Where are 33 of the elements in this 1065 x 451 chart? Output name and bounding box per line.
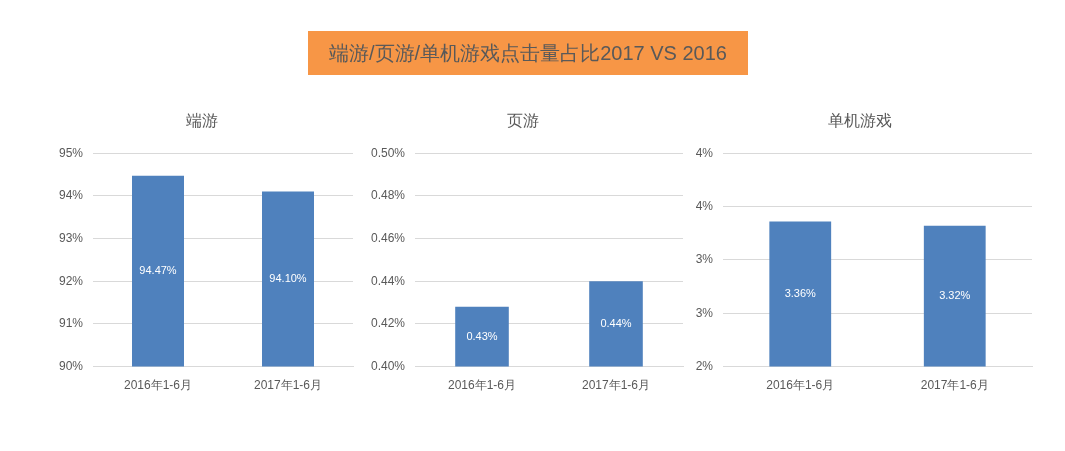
data-label: 3.32% bbox=[939, 289, 971, 302]
x-tick-label: 2016年1-6月 bbox=[766, 378, 835, 393]
y-tick-label: 93% bbox=[58, 230, 84, 245]
x-tick-label: 2017年1-6月 bbox=[253, 378, 323, 393]
data-label: 3.36% bbox=[784, 287, 817, 300]
chart-title: 端游 bbox=[185, 112, 218, 130]
y-tick-label: 95% bbox=[58, 145, 84, 160]
y-tick-label: 3% bbox=[695, 305, 714, 320]
y-tick-label: 0.50% bbox=[370, 145, 406, 160]
x-tick-label: 2017年1-6月 bbox=[920, 378, 989, 393]
chart-title: 页游 bbox=[506, 112, 539, 130]
y-tick-label: 91% bbox=[58, 316, 84, 331]
data-label: 0.43% bbox=[466, 329, 498, 342]
y-tick-label: 4% bbox=[695, 145, 714, 160]
y-tick-label: 0.46% bbox=[370, 230, 406, 245]
x-tick-label: 2016年1-6月 bbox=[123, 378, 193, 393]
y-tick-label: 0.44% bbox=[370, 273, 406, 288]
data-label: 0.44% bbox=[600, 316, 632, 329]
y-tick-label: 4% bbox=[695, 198, 714, 213]
data-label: 94.10% bbox=[269, 272, 307, 285]
y-tick-label: 92% bbox=[58, 273, 84, 288]
y-tick-label: 3% bbox=[695, 252, 714, 267]
y-tick-label: 90% bbox=[58, 358, 84, 373]
y-tick-label: 94% bbox=[58, 188, 84, 203]
x-tick-label: 2016年1-6月 bbox=[447, 378, 517, 393]
x-tick-label: 2017年1-6月 bbox=[581, 378, 651, 393]
y-tick-label: 0.40% bbox=[370, 358, 406, 373]
text: 端游/页游/单机游戏点击量占比2017 VS 2016 bbox=[308, 31, 748, 75]
data-label: 94.47% bbox=[139, 264, 177, 277]
chart-title: 单机游戏 bbox=[828, 112, 892, 130]
y-tick-label: 2% bbox=[695, 358, 714, 373]
y-tick-label: 0.42% bbox=[370, 316, 406, 331]
y-tick-label: 0.48% bbox=[370, 188, 406, 203]
